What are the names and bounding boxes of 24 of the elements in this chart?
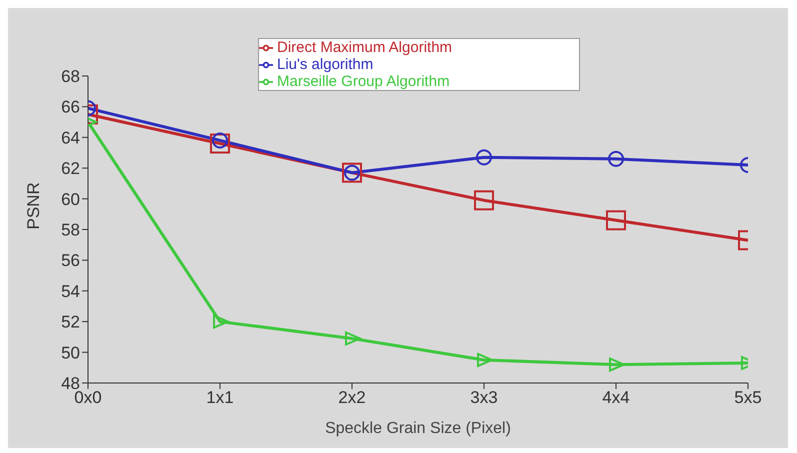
x-tick-label: 5x5 xyxy=(734,388,762,408)
x-tick-label: 4x4 xyxy=(602,388,630,408)
y-tick-label: 62 xyxy=(61,159,80,178)
y-tick-label: 68 xyxy=(61,67,80,86)
legend-label: Direct Maximum Algorithm xyxy=(277,39,452,56)
y-tick-label: 66 xyxy=(61,98,80,117)
y-axis-title: PSNR xyxy=(24,182,44,230)
x-tick-label: 1x1 xyxy=(206,388,234,408)
y-tick-label: 54 xyxy=(61,282,80,301)
legend-label: Marseille Group Algorithm xyxy=(277,73,450,90)
x-tick-label: 0x0 xyxy=(74,388,102,408)
y-tick-label: 50 xyxy=(61,343,80,362)
x-tick-label: 2x2 xyxy=(338,388,366,408)
y-tick-label: 58 xyxy=(61,220,80,240)
legend-label: Liu's algorithm xyxy=(277,56,374,73)
y-tick-label: 60 xyxy=(61,190,80,209)
y-tick-label: 56 xyxy=(61,251,80,270)
point xyxy=(474,190,494,210)
y-tick-label: 64 xyxy=(61,128,80,148)
point xyxy=(476,149,492,166)
x-tick-label: 3x3 xyxy=(470,388,498,408)
y-tick-label: 52 xyxy=(61,312,80,332)
point xyxy=(345,331,361,346)
x-axis-title: Speckle Grain Size (Pixel) xyxy=(325,420,511,437)
